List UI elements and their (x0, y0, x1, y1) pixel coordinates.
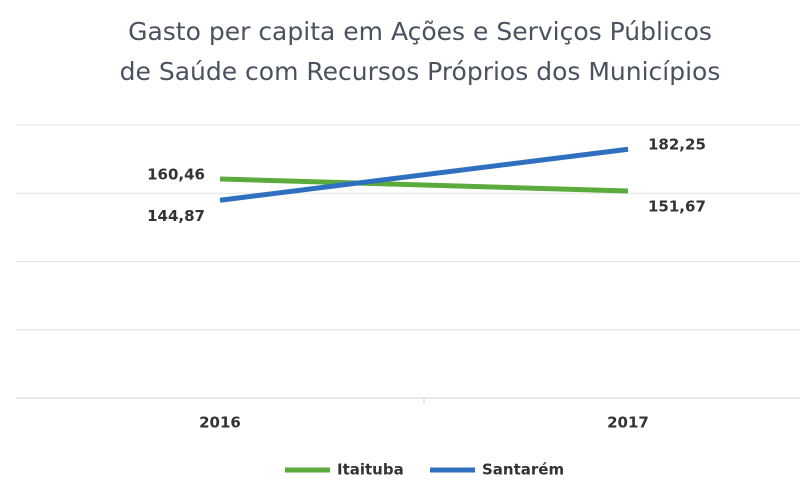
data-label: 151,67 (648, 197, 706, 215)
data-label: 144,87 (147, 207, 205, 225)
data-label: 182,25 (648, 136, 706, 154)
line (219, 176, 629, 194)
data-label: 160,46 (147, 165, 205, 183)
x-tick-label: 2017 (607, 414, 649, 432)
chart-title: Gasto per capita em Ações e Serviços Púb… (128, 17, 712, 46)
legend-label: Itaituba (337, 461, 404, 479)
x-tick-label: 2016 (199, 414, 241, 432)
legend-label: Santarém (482, 461, 564, 479)
line (219, 146, 629, 203)
chart-title: de Saúde com Recursos Próprios dos Munic… (120, 57, 721, 86)
